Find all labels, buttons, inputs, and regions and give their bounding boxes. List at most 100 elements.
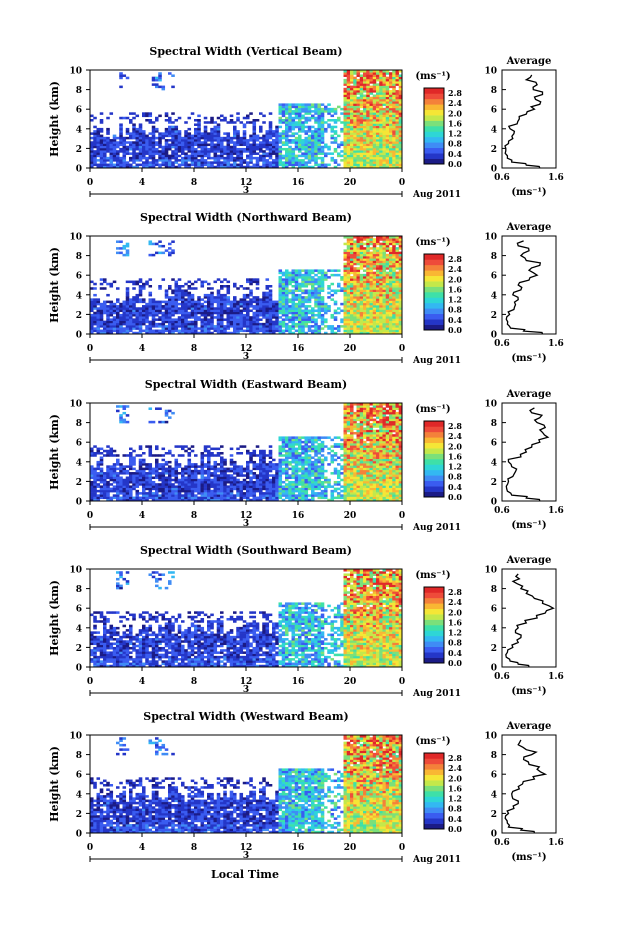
heatmap-cell: [112, 469, 117, 473]
heatmap-cell: [392, 247, 396, 250]
heatmap-cell: [99, 112, 104, 115]
heatmap-cell: [90, 132, 94, 135]
heatmap-cell: [288, 159, 292, 162]
heatmap-cell: [203, 152, 208, 155]
heatmap-cell: [395, 78, 400, 82]
heatmap-cell: [119, 418, 123, 422]
heatmap-cell: [242, 305, 247, 308]
heatmap-cell: [359, 329, 364, 333]
heatmap-cell: [356, 130, 361, 133]
heatmap-cell: [187, 293, 192, 297]
heatmap-cell: [216, 302, 221, 306]
heatmap-cell: [320, 300, 325, 304]
heatmap-cell: [353, 127, 357, 131]
heatmap-cell: [109, 159, 114, 162]
heatmap-cell: [376, 285, 380, 288]
heatmap-cell: [385, 271, 390, 275]
heatmap-cell: [369, 143, 374, 147]
heatmap-cell: [353, 87, 357, 91]
heatmap-cell: [129, 465, 133, 468]
heatmap-cell: [268, 121, 273, 124]
heatmap-cell: [132, 161, 136, 164]
heatmap-cell: [327, 163, 331, 167]
heatmap-cell: [379, 305, 383, 308]
heatmap-cell: [109, 452, 114, 455]
heatmap-cell: [372, 150, 377, 153]
heatmap-cell: [353, 300, 357, 304]
heatmap-cell: [249, 282, 253, 286]
heatmap-cell: [242, 141, 247, 144]
heatmap-cell: [151, 476, 156, 480]
heatmap-cell: [298, 327, 302, 330]
heatmap-cell: [109, 322, 114, 326]
heatmap-cell: [379, 92, 383, 95]
heatmap-cell: [174, 161, 179, 164]
heatmap-cell: [304, 289, 309, 292]
heatmap-cell: [116, 240, 120, 243]
heatmap-cell: [171, 278, 175, 281]
heatmap-cell: [233, 331, 237, 335]
heatmap-cell: [93, 141, 97, 144]
heatmap-cell: [132, 112, 136, 115]
heatmap-cell: [106, 320, 110, 324]
heatmap-cell: [301, 130, 305, 133]
heatmap-cell: [99, 302, 104, 306]
heatmap-cell: [207, 121, 211, 124]
heatmap-cell: [350, 280, 354, 284]
heatmap-cell: [304, 282, 309, 286]
heatmap-cell: [246, 278, 250, 281]
heatmap-cell: [129, 147, 133, 151]
heatmap-cell: [311, 313, 315, 317]
heatmap-cell: [398, 276, 403, 279]
heatmap-cell: [353, 289, 357, 292]
heatmap-cell: [252, 300, 257, 304]
heatmap-cell: [132, 147, 136, 151]
heatmap-cell: [350, 114, 354, 118]
heatmap-cell: [109, 327, 114, 330]
heatmap-cell: [200, 145, 205, 149]
heatmap-cell: [333, 300, 338, 304]
heatmap-cell: [229, 121, 234, 124]
heatmap-cell: [158, 78, 162, 82]
heatmap-cell: [324, 331, 328, 335]
heatmap-cell: [392, 125, 396, 129]
heatmap-cell: [395, 123, 400, 126]
heatmap-cell: [376, 276, 380, 279]
heatmap-cell: [343, 154, 348, 158]
heatmap-cell: [99, 305, 104, 308]
heatmap-cell: [142, 114, 146, 118]
heatmap-cell: [112, 134, 117, 138]
heatmap-cell: [285, 150, 289, 153]
heatmap-cell: [392, 296, 396, 299]
heatmap-cell: [161, 145, 166, 149]
heatmap-cell: [252, 278, 257, 281]
heatmap-cell: [379, 258, 383, 261]
heatmap-cell: [324, 309, 328, 313]
heatmap-cell: [298, 165, 302, 169]
heatmap-cell: [262, 325, 266, 328]
heatmap-cell: [171, 291, 175, 295]
heatmap-cell: [294, 110, 299, 113]
heatmap-cell: [389, 81, 393, 84]
heatmap-cell: [132, 322, 136, 326]
heatmap-cell: [298, 282, 302, 286]
heatmap-cell: [106, 313, 110, 317]
heatmap-cell: [317, 329, 322, 333]
heatmap-cell: [220, 307, 224, 310]
heatmap-cell: [382, 244, 387, 248]
heatmap-cell: [346, 83, 351, 86]
heatmap-cell: [116, 298, 120, 301]
heatmap-cell: [395, 307, 400, 310]
heatmap-cell: [343, 141, 348, 144]
heatmap-cell: [246, 147, 250, 151]
heatmap-cell: [246, 320, 250, 324]
y-tick-label: 2: [76, 311, 82, 321]
heatmap-cell: [138, 325, 143, 328]
heatmap-cell: [164, 467, 169, 471]
heatmap-cell: [359, 311, 364, 315]
heatmap-cell: [291, 116, 296, 120]
heatmap-cell: [395, 267, 400, 270]
heatmap-cell: [366, 307, 370, 310]
heatmap-cell: [372, 291, 377, 295]
heatmap-cell: [350, 130, 354, 133]
